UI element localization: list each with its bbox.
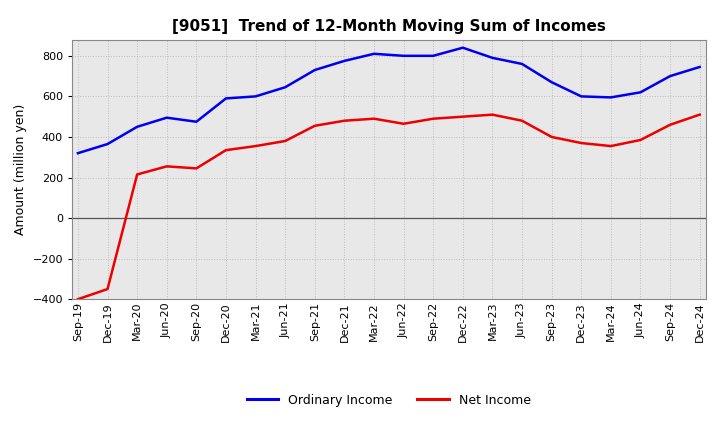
Net Income [192, 166, 201, 171]
Ordinary Income [251, 94, 260, 99]
Ordinary Income [577, 94, 585, 99]
Net Income [132, 172, 141, 177]
Ordinary Income [132, 124, 141, 129]
Ordinary Income [73, 150, 82, 156]
Net Income [310, 123, 319, 128]
Net Income [459, 114, 467, 119]
Net Income [429, 116, 438, 121]
Ordinary Income [547, 80, 556, 85]
Ordinary Income [429, 53, 438, 59]
Line: Ordinary Income: Ordinary Income [78, 48, 700, 153]
Ordinary Income [222, 96, 230, 101]
Net Income [340, 118, 348, 123]
Ordinary Income [459, 45, 467, 50]
Net Income [577, 140, 585, 146]
Ordinary Income [163, 115, 171, 120]
Net Income [73, 297, 82, 302]
Net Income [222, 147, 230, 153]
Net Income [636, 137, 645, 143]
Ordinary Income [666, 73, 675, 79]
Ordinary Income [518, 61, 526, 66]
Net Income [281, 138, 289, 143]
Title: [9051]  Trend of 12-Month Moving Sum of Incomes: [9051] Trend of 12-Month Moving Sum of I… [172, 19, 606, 34]
Ordinary Income [696, 64, 704, 70]
Net Income [251, 143, 260, 149]
Ordinary Income [281, 84, 289, 90]
Net Income [666, 122, 675, 128]
Ordinary Income [369, 51, 378, 56]
Line: Net Income: Net Income [78, 115, 700, 299]
Ordinary Income [606, 95, 615, 100]
Ordinary Income [310, 67, 319, 73]
Legend: Ordinary Income, Net Income: Ordinary Income, Net Income [242, 389, 536, 411]
Ordinary Income [400, 53, 408, 59]
Net Income [606, 143, 615, 149]
Ordinary Income [192, 119, 201, 125]
Ordinary Income [103, 141, 112, 147]
Ordinary Income [636, 90, 645, 95]
Ordinary Income [488, 55, 497, 60]
Ordinary Income [340, 58, 348, 63]
Net Income [103, 286, 112, 292]
Y-axis label: Amount (million yen): Amount (million yen) [14, 104, 27, 235]
Net Income [547, 134, 556, 139]
Net Income [488, 112, 497, 117]
Net Income [518, 118, 526, 123]
Net Income [400, 121, 408, 126]
Net Income [163, 164, 171, 169]
Net Income [696, 112, 704, 117]
Net Income [369, 116, 378, 121]
